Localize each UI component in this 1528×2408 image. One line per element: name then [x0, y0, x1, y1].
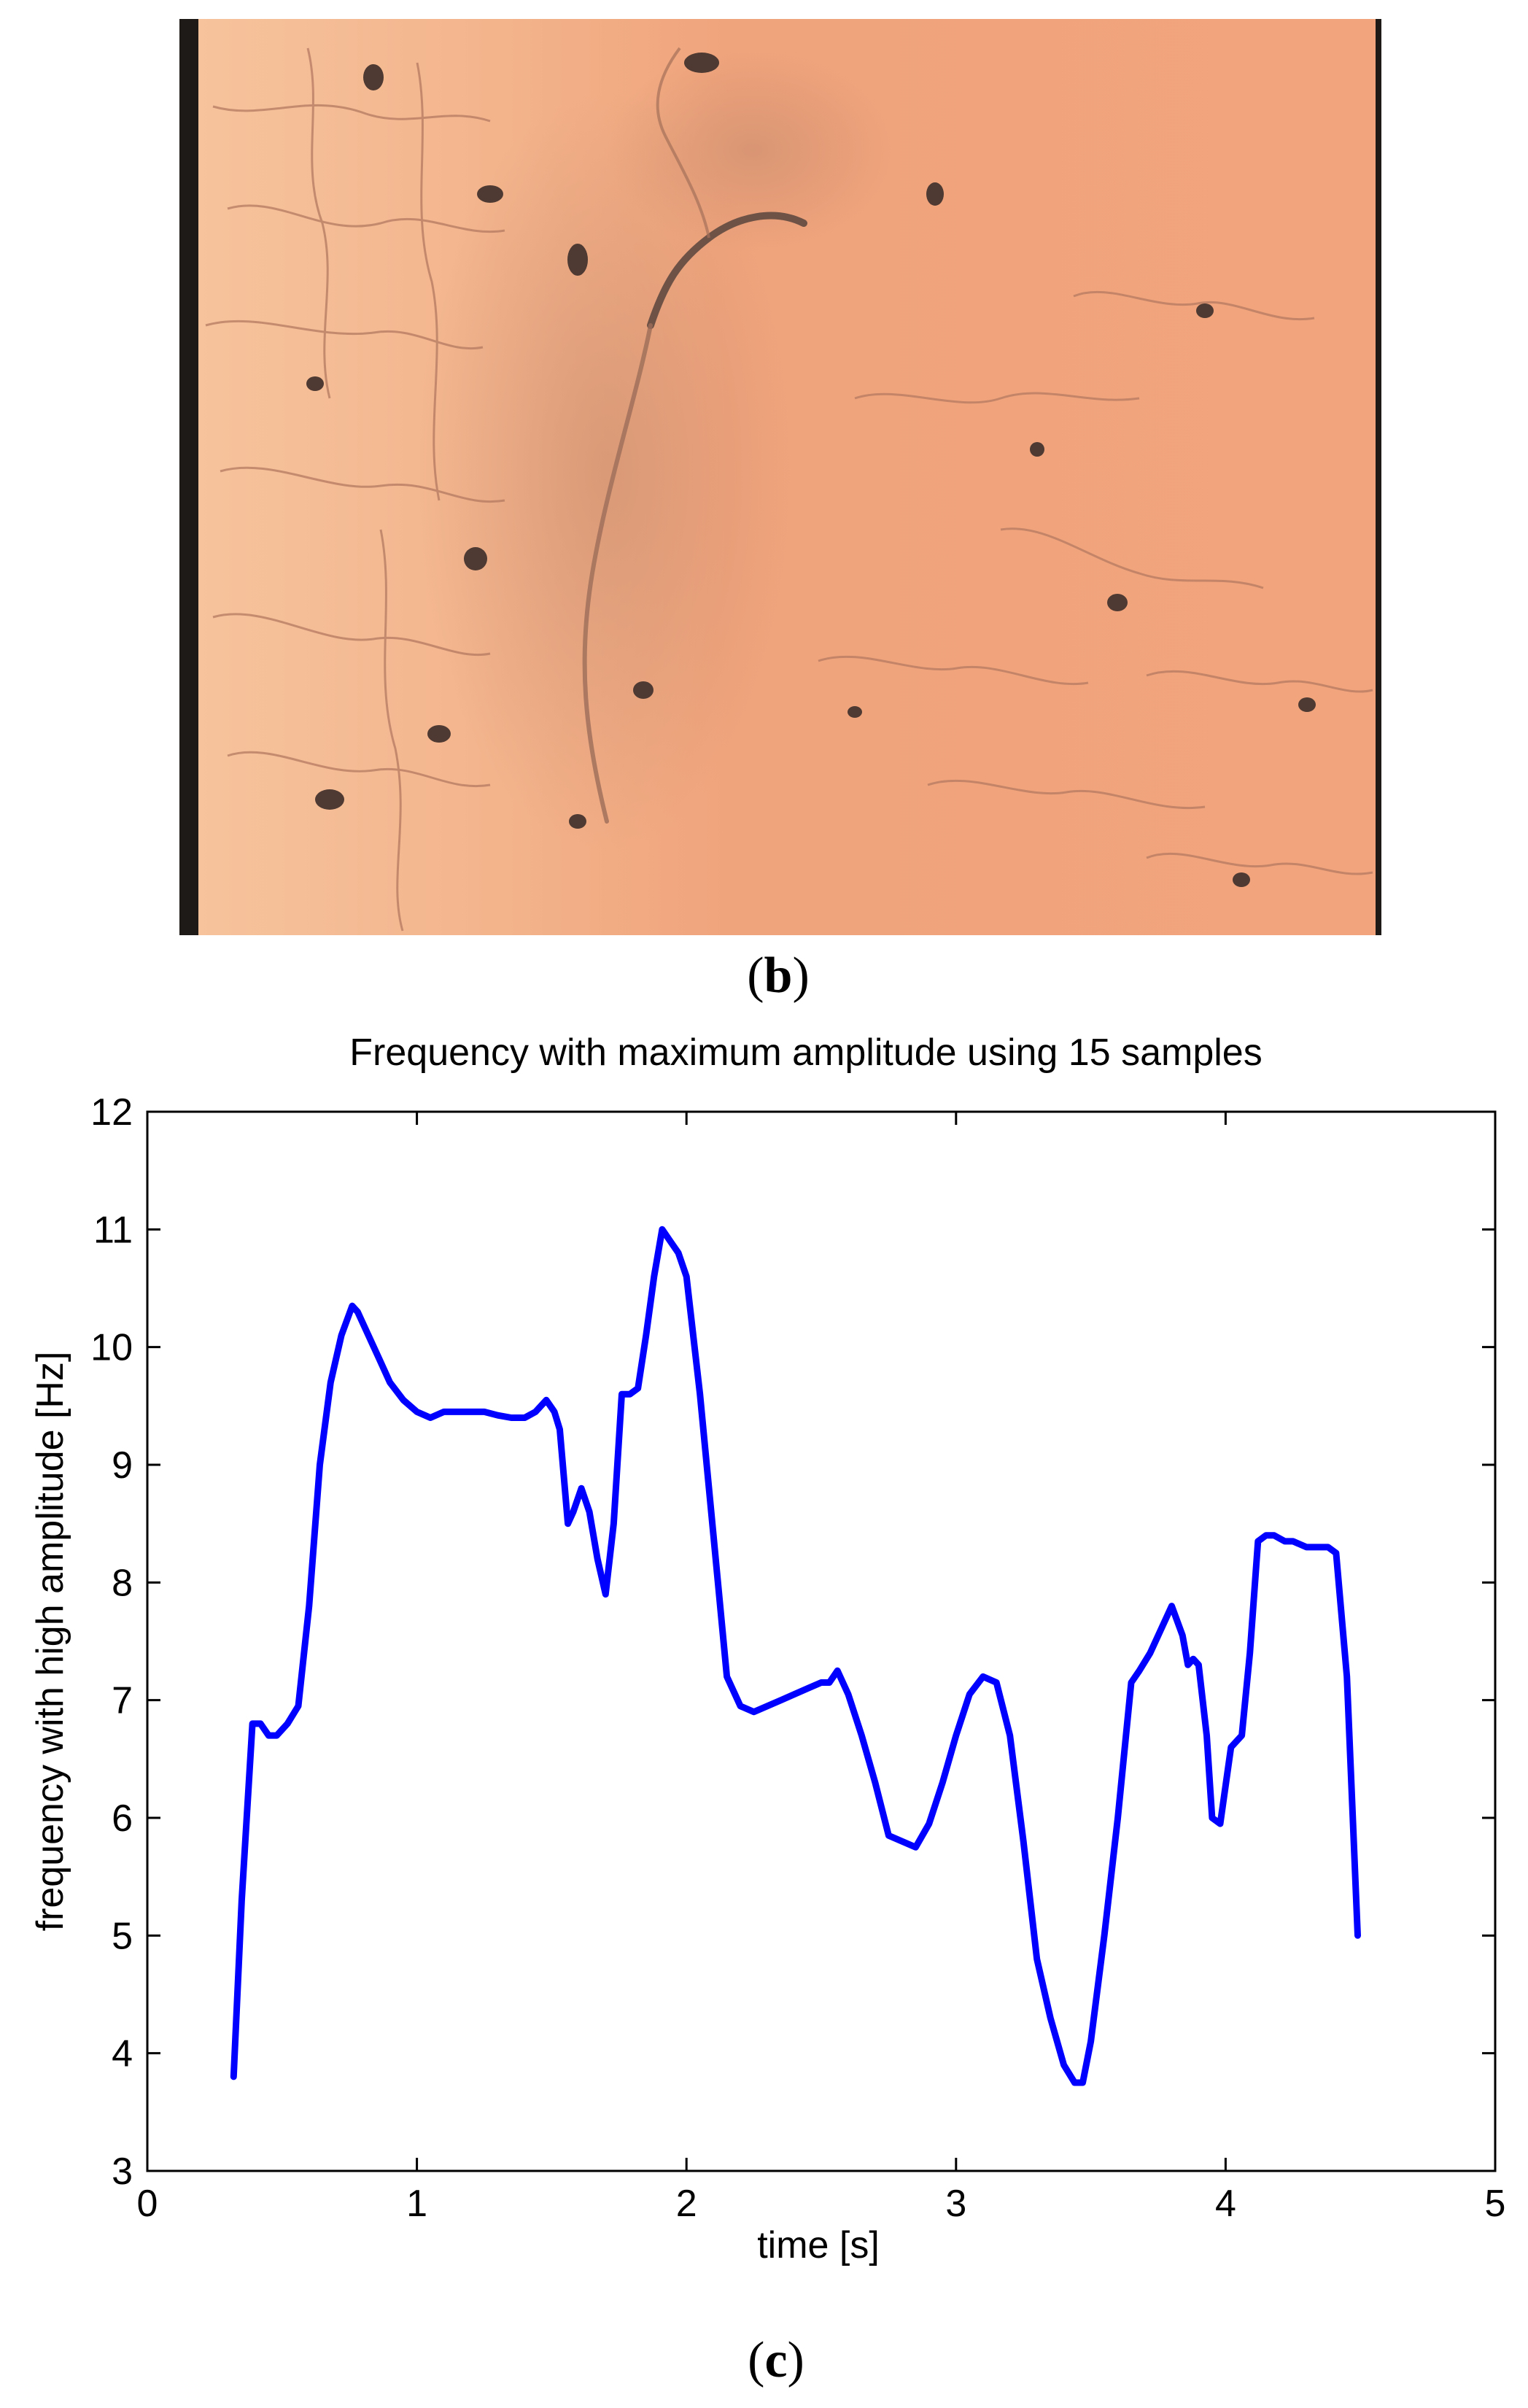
- x-tick-label: 1: [406, 2183, 427, 2225]
- series-line: [230, 1226, 1361, 2086]
- label-paren: (: [748, 2332, 765, 2388]
- y-tick-label: 12: [90, 1091, 133, 1134]
- panel-label-b: (b): [705, 947, 851, 1005]
- y-tick-label: 5: [112, 1915, 133, 1957]
- y-tick-label: 6: [112, 1797, 133, 1840]
- y-axis-ticks: 3 4 5 6 7 8 9 10 11 12: [90, 1091, 1495, 2193]
- x-tick-label: 3: [945, 2183, 966, 2225]
- stain-patch: [417, 92, 796, 851]
- y-tick-label: 3: [112, 2150, 133, 2193]
- crack-main: [582, 323, 653, 824]
- x-tick-label: 5: [1485, 2183, 1506, 2225]
- x-tick-label: 2: [676, 2183, 697, 2225]
- label-paren: (: [747, 948, 764, 1004]
- grain-boundaries: [205, 47, 1373, 932]
- y-axis-label: frequency with high amplitude [Hz]: [29, 1352, 71, 1932]
- y-tick-label: 10: [90, 1327, 133, 1369]
- y-tick-label: 4: [112, 2033, 133, 2075]
- x-axis-ticks: 0 1 2 3 4 5: [137, 1112, 1506, 2225]
- y-tick-label: 9: [112, 1444, 133, 1487]
- photograph-panel-b: [179, 19, 1381, 935]
- x-tick-label: 0: [137, 2183, 158, 2225]
- y-tick-label: 7: [112, 1680, 133, 1722]
- y-tick-label: 11: [93, 1209, 133, 1251]
- chart-title: Frequency with maximum amplitude using 1…: [349, 1031, 1262, 1074]
- frequency-line-chart: Frequency with maximum amplitude using 1…: [29, 1031, 1506, 2266]
- x-tick-label: 4: [1215, 2183, 1236, 2225]
- label-paren: ): [792, 948, 810, 1004]
- panel-label-c: (c): [703, 2331, 849, 2390]
- crack-branch: [656, 47, 710, 239]
- plot-area: [146, 1110, 1497, 2172]
- label-paren: ): [787, 2332, 804, 2388]
- label-letter: b: [764, 948, 793, 1004]
- y-tick-label: 8: [112, 1562, 133, 1604]
- dark-inclusions: [306, 53, 1316, 887]
- label-letter: c: [764, 2332, 788, 2388]
- surface-crack-photo: [198, 19, 1376, 935]
- x-axis-label: time [s]: [757, 2224, 880, 2266]
- stain-patch: [607, 48, 899, 252]
